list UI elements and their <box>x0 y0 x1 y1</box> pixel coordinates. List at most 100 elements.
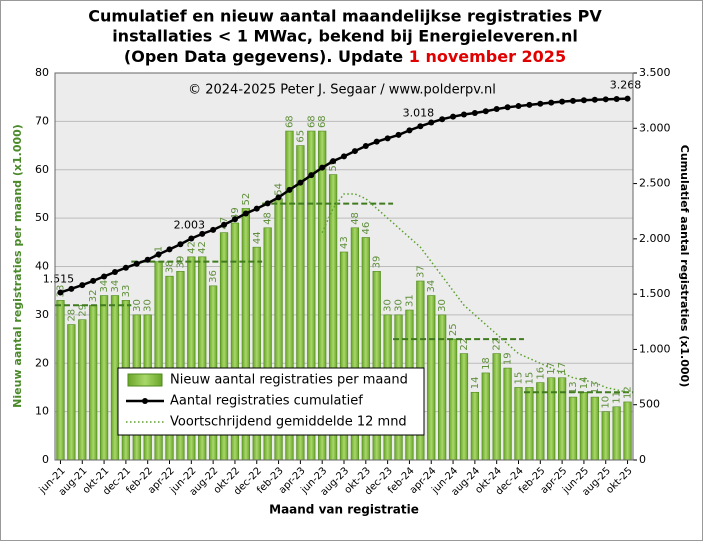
cumulative-point <box>199 230 206 237</box>
y2-tick-label: 0 <box>639 453 646 466</box>
bar-value-label: 48 <box>350 212 361 225</box>
bar-value-label: 30 <box>132 299 143 312</box>
legend-swatch <box>142 398 148 404</box>
bar <box>56 300 65 461</box>
cumulative-point <box>439 116 446 123</box>
y-tick-label: 20 <box>35 356 49 369</box>
y-tick-label: 10 <box>35 405 49 418</box>
bar-value-label: 65 <box>295 130 306 143</box>
chart-title: Cumulatief en nieuw aantal maandelijkse … <box>88 7 602 26</box>
bar-value-label: 34 <box>110 280 121 293</box>
cumulative-point <box>580 97 587 104</box>
bar-value-label: 15 <box>524 372 535 385</box>
bar-value-label: 36 <box>208 270 219 283</box>
y-tick-label: 0 <box>42 453 49 466</box>
cumulative-point <box>79 282 86 289</box>
bar <box>89 304 98 461</box>
plot-frame <box>54 72 634 461</box>
bar-value-label: 22 <box>459 338 470 351</box>
y-tick-label: 70 <box>35 114 49 127</box>
bar <box>568 396 578 461</box>
cumulative-point <box>221 221 228 228</box>
bar-value-label: 52 <box>241 193 252 206</box>
bar-value-label: 19 <box>503 352 514 365</box>
bar-value-label: 25 <box>448 323 459 336</box>
cumulative-point <box>57 289 64 296</box>
cumulative-point <box>570 97 577 104</box>
y-tick-label: 60 <box>35 163 49 176</box>
cumulative-point <box>537 100 544 107</box>
bar <box>525 387 534 461</box>
cumulative-point <box>242 210 249 217</box>
y-tick-label: 30 <box>35 308 49 321</box>
bar <box>470 391 479 461</box>
legend-label: Nieuw aantal registraties per maand <box>170 373 408 388</box>
bar-value-label: 34 <box>99 280 110 293</box>
cumulative-point <box>351 148 358 155</box>
y-tick-label: 40 <box>35 260 49 273</box>
cumulative-point <box>526 101 533 108</box>
bar-value-label: 10 <box>601 396 612 409</box>
bar <box>459 353 469 461</box>
cumulative-point <box>602 96 609 103</box>
bar <box>78 319 87 461</box>
y-tick-label: 50 <box>35 211 49 224</box>
y2-tick-label: 3.500 <box>639 66 671 79</box>
x-axis-title: Maand van registratie <box>269 503 419 517</box>
cumulative-point <box>68 285 75 292</box>
cumulative-point <box>275 194 282 201</box>
legend-label: Voortschrijdend gemiddelde 12 mnd <box>170 415 407 430</box>
y-axis-title: Nieuw aantal registraties per maand (x1.… <box>11 124 24 408</box>
bar <box>481 372 490 461</box>
bar-value-label: 49 <box>230 207 241 220</box>
cumulative-point <box>460 111 467 118</box>
y2-tick-label: 2.000 <box>639 232 671 245</box>
bar <box>503 367 512 461</box>
bar-value-label: 39 <box>372 256 383 269</box>
bar <box>427 295 436 461</box>
cumulative-point <box>493 106 500 113</box>
bar <box>579 391 589 461</box>
bar-value-label: 46 <box>361 222 372 235</box>
cumulative-point <box>264 200 271 207</box>
cumulative-value-label: 3.018 <box>403 106 435 119</box>
cumulative-point <box>362 142 369 149</box>
bar <box>547 377 556 461</box>
bar-value-label: 30 <box>394 299 405 312</box>
subtitle: © 2024-2025 Peter J. Segaar / www.polder… <box>188 83 496 98</box>
y2-axis-title: Cumulatief aantal registraties (x1.000) <box>678 145 691 387</box>
bar-value-label: 42 <box>197 241 208 254</box>
bar-value-label: 17 <box>557 362 568 375</box>
cumulative-value-label: 1.515 <box>43 272 75 285</box>
cumulative-point <box>341 153 347 160</box>
cumulative-point <box>482 108 489 115</box>
y2-tick-label: 2.500 <box>639 177 671 190</box>
bar-value-label: 54 <box>274 183 285 196</box>
bar <box>67 324 76 461</box>
cumulative-point <box>417 123 424 130</box>
cumulative-point <box>624 95 631 102</box>
bar-value-label: 13 <box>590 381 601 394</box>
cumulative-point <box>253 205 260 212</box>
bar-value-label: 68 <box>284 115 295 128</box>
bar <box>590 396 599 461</box>
cumulative-point <box>133 260 140 267</box>
bar-value-label: 59 <box>328 159 339 172</box>
bar-value-label: 11 <box>612 391 623 404</box>
moving-average-line <box>321 193 628 394</box>
bar <box>623 401 632 461</box>
legend-box <box>117 367 425 436</box>
bar-value-label: 15 <box>513 372 524 385</box>
bar <box>438 314 447 461</box>
cumulative-point <box>330 158 337 165</box>
bar <box>536 382 545 461</box>
cumulative-point <box>450 113 457 120</box>
bar-value-label: 34 <box>426 280 437 293</box>
cumulative-point <box>101 273 108 280</box>
chart-title: (Open Data gegevens). Update 1 november … <box>124 47 566 66</box>
bar <box>448 338 458 461</box>
bar <box>601 411 610 461</box>
bar-value-label: 44 <box>252 231 263 244</box>
y2-tick-label: 3.000 <box>639 121 671 134</box>
